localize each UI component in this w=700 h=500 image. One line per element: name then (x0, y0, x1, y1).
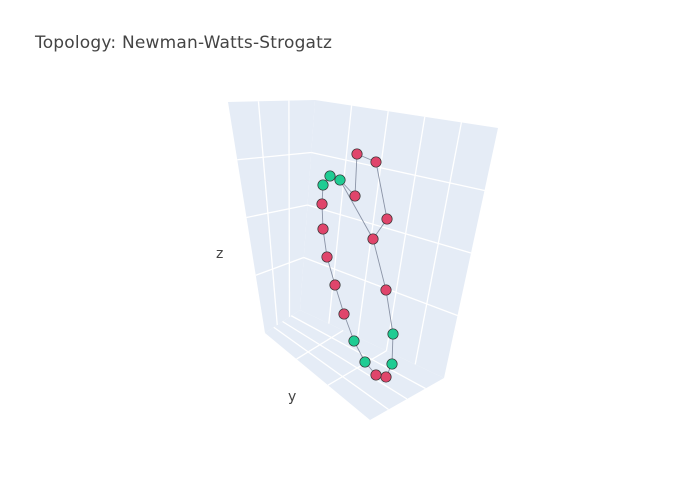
graph-node-13 (321, 251, 333, 263)
graph-node-12 (329, 279, 341, 291)
grid-line (273, 326, 389, 411)
graph-node-1 (370, 156, 382, 168)
graph-node-15 (316, 198, 328, 210)
graph-node-19 (349, 190, 361, 202)
graph-edge (339, 179, 374, 240)
grid-line (282, 320, 408, 400)
graph-node-6 (386, 358, 398, 370)
grid-lines (237, 100, 485, 411)
grid-line (290, 315, 426, 390)
graph-node-9 (359, 356, 371, 368)
graph-nodes (316, 148, 399, 383)
graph-node-8 (370, 369, 382, 381)
grid-line (246, 204, 308, 219)
grid-line (255, 256, 304, 276)
y-axis-label: y (288, 389, 297, 405)
grid-line (288, 100, 291, 317)
graph-node-17 (324, 170, 336, 182)
grid-line (303, 256, 458, 317)
floor-pane (265, 310, 444, 420)
graph-node-16 (317, 179, 329, 191)
graph-node-14 (317, 223, 329, 235)
grid-line (296, 329, 344, 360)
graph-edge (372, 238, 387, 291)
chart-title: Topology: Newman-Watts-Strogatz (35, 33, 333, 53)
side-wall-pane (300, 100, 498, 378)
graph-edge (375, 161, 388, 220)
graph-node-7 (380, 371, 392, 383)
graph-node-2 (381, 213, 393, 225)
grid-line (307, 204, 472, 254)
grid-line (327, 350, 387, 386)
grid-line (311, 151, 485, 192)
graph-edge (354, 153, 358, 197)
graph-node-10 (348, 335, 360, 347)
grid-line (237, 151, 312, 161)
graph-node-11 (338, 308, 350, 320)
graph-node-3 (367, 233, 379, 245)
graph-edge (385, 289, 394, 335)
graph-node-0 (351, 148, 363, 160)
z-axis-label: z (216, 246, 224, 262)
grid-line (257, 101, 278, 326)
graph-node-18 (334, 174, 346, 186)
graph-node-5 (387, 328, 399, 340)
graph-node-4 (380, 284, 392, 296)
